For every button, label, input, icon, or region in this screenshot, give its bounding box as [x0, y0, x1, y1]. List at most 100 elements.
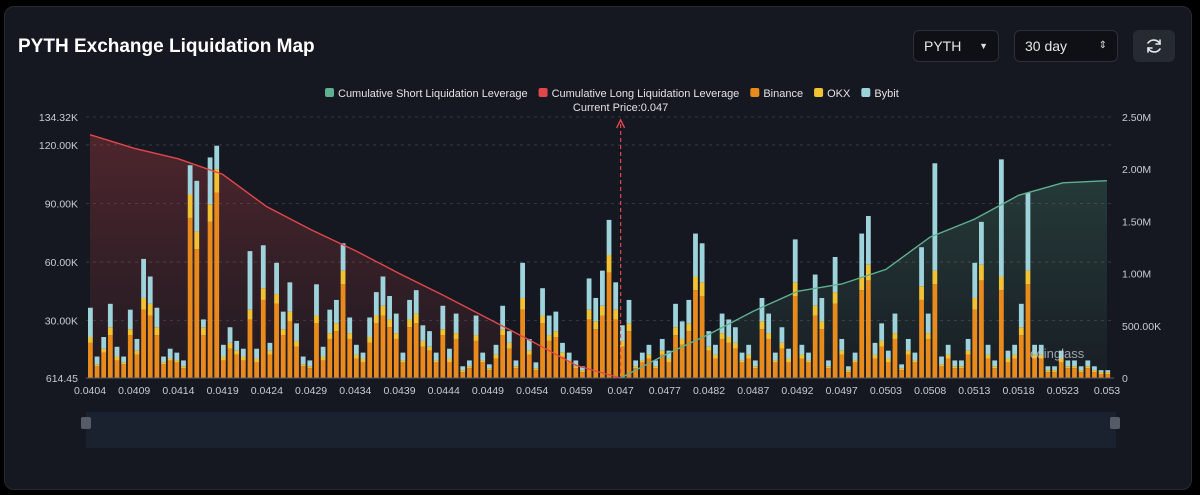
bybit-bar: [905, 338, 911, 351]
bybit-bar: [919, 247, 924, 287]
bybit-bar: [234, 340, 240, 351]
okx-bar: [407, 319, 412, 328]
okx-bar: [879, 340, 885, 347]
okx-bar: [1098, 372, 1104, 375]
bybit-bar: [413, 290, 419, 314]
bybit-bar: [872, 342, 878, 355]
okx-bar: [427, 346, 432, 351]
okx-bar: [240, 356, 246, 361]
okx-bar: [639, 360, 645, 363]
okx-bar: [500, 329, 506, 336]
chevron-down-icon: ▼: [979, 41, 988, 51]
binance-bar: [380, 315, 386, 378]
bybit-bar: [985, 344, 991, 355]
bybit-bar: [260, 245, 266, 289]
binance-bar: [653, 368, 658, 378]
x-tick-label: 0.0419: [207, 385, 239, 397]
okx-bar: [340, 270, 346, 285]
okx-bar: [786, 358, 791, 363]
okx-bar: [673, 327, 678, 336]
binance-bar: [506, 348, 512, 378]
bybit-bar: [752, 360, 758, 367]
okx-bar: [945, 354, 951, 359]
bybit-bar: [859, 233, 865, 277]
bybit-bar: [214, 145, 220, 170]
okx-bar: [553, 331, 559, 338]
okx-bar: [506, 342, 512, 349]
okx-bar: [1058, 358, 1064, 363]
bybit-bar: [826, 360, 831, 367]
binance-bar: [679, 344, 685, 378]
cumulative-areas: [90, 134, 1107, 378]
binance-bar: [314, 323, 319, 378]
x-tick-label: 0.0513: [958, 385, 990, 397]
x-tick-label: 0.0429: [295, 385, 327, 397]
binance-bar: [207, 221, 213, 378]
okx-bar: [998, 276, 1004, 291]
x-tick-label: 0.0477: [649, 385, 681, 397]
legend-label: Bybit: [874, 88, 898, 100]
okx-bar: [679, 338, 685, 345]
bybit-bar: [713, 344, 718, 355]
bybit-bar: [779, 327, 785, 343]
zoom-handle-left[interactable]: [81, 417, 91, 429]
bybit-bar: [373, 292, 379, 316]
symbol-select[interactable]: PYTH ▼: [913, 30, 999, 62]
bybit-bar: [440, 305, 446, 330]
bybit-bar: [759, 297, 765, 322]
zoom-slider[interactable]: [81, 412, 1120, 448]
refresh-icon: [1147, 39, 1161, 53]
okx-bar: [334, 323, 339, 332]
bybit-bar: [719, 313, 725, 334]
y-left-tick-label: 90.00K: [45, 199, 78, 211]
bybit-bar: [746, 344, 752, 355]
binance-bar: [1038, 358, 1044, 378]
chart-axes: 614.45 30.00K 60.00K 90.00K 120.00K 134.32K 0 5…: [39, 112, 1161, 397]
binance-bar: [839, 354, 845, 378]
binance-bar: [174, 362, 180, 378]
zoom-handle-right[interactable]: [1110, 417, 1120, 429]
binance-bar: [972, 309, 978, 378]
okx-bar: [420, 340, 426, 347]
bybit-bar: [912, 352, 918, 361]
okx-bar: [440, 329, 446, 336]
bybit-bar: [460, 366, 466, 371]
x-tick-label: 0.0414: [162, 385, 194, 397]
bybit-bar: [965, 338, 971, 351]
binance-bar: [101, 352, 107, 378]
okx-bar: [460, 370, 466, 373]
binance-bar: [646, 358, 652, 378]
okx-bar: [447, 358, 452, 363]
okx-bar: [320, 356, 326, 361]
okx-bar: [925, 333, 931, 339]
up-down-icon: ⇕: [1098, 40, 1107, 51]
binance-bar: [666, 362, 672, 378]
okx-bar: [812, 305, 818, 316]
binance-bar: [772, 362, 778, 378]
chart-legend: Cumulative Short Liquidation Leverage Cum…: [325, 88, 899, 100]
bybit-bar: [533, 362, 539, 369]
range-select[interactable]: 30 day ⇕: [1014, 30, 1118, 62]
bybit-bar: [865, 215, 871, 265]
bybit-bar: [334, 299, 339, 324]
bybit-bar: [1005, 350, 1011, 359]
x-tick-label: 0.0449: [472, 385, 504, 397]
okx-bar: [912, 360, 918, 363]
bybit-bar: [706, 331, 712, 347]
bybit-bar: [673, 303, 678, 328]
binance-bar: [440, 335, 446, 378]
bybit-bar: [367, 317, 373, 338]
okx-bar: [992, 366, 998, 369]
x-tick-label: 0.0523: [1047, 385, 1079, 397]
okx-bar: [101, 348, 107, 353]
bybit-bar: [327, 309, 333, 334]
binance-bar: [453, 338, 459, 378]
okx-bar: [314, 315, 319, 324]
binance-bar: [1098, 374, 1104, 378]
refresh-button[interactable]: [1133, 30, 1175, 62]
binance-bar: [88, 342, 93, 378]
binance-bar: [1085, 368, 1091, 378]
bybit-bar: [812, 274, 818, 306]
bybit-bar: [739, 352, 745, 361]
binance-bar: [985, 358, 991, 378]
